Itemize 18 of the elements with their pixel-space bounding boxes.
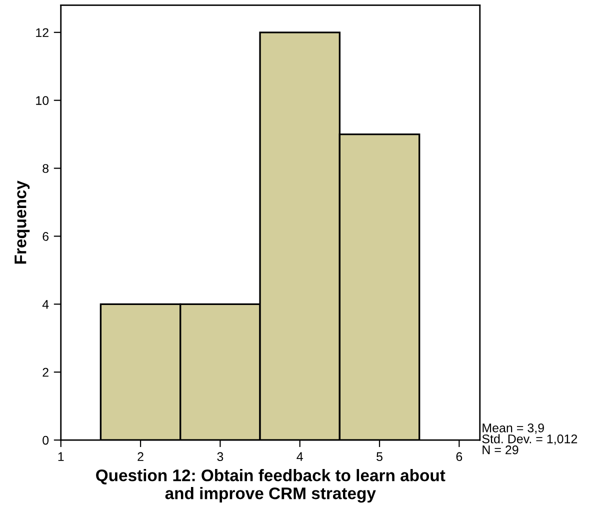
text: N = 29: [482, 445, 518, 454]
y-tick-label: 10: [36, 96, 49, 105]
y-tick-label: 12: [36, 28, 48, 37]
x-tick-label: 4: [296, 452, 303, 461]
x-tick-label: 3: [217, 452, 224, 462]
text: Std. Dev. = 1,012: [482, 434, 578, 445]
y-tick-label: 4: [42, 300, 49, 309]
x-tick-label: 6: [456, 452, 462, 462]
x-tick-label: 5: [376, 452, 382, 462]
y-tick-label: 6: [42, 232, 49, 241]
text: Mean = 3,9: [482, 424, 544, 434]
x-axis-title: Question 12: Obtain feedback to learn about and improve CRM strategy: [96, 469, 446, 503]
y-tick-label: 8: [42, 164, 49, 173]
x-tick-label: 1: [58, 452, 64, 461]
y-tick-label: 0: [42, 436, 49, 445]
x-tick-label: 2: [138, 452, 144, 461]
y-axis-title: Frequency: [14, 180, 30, 264]
y-tick-label: 2: [42, 368, 48, 377]
